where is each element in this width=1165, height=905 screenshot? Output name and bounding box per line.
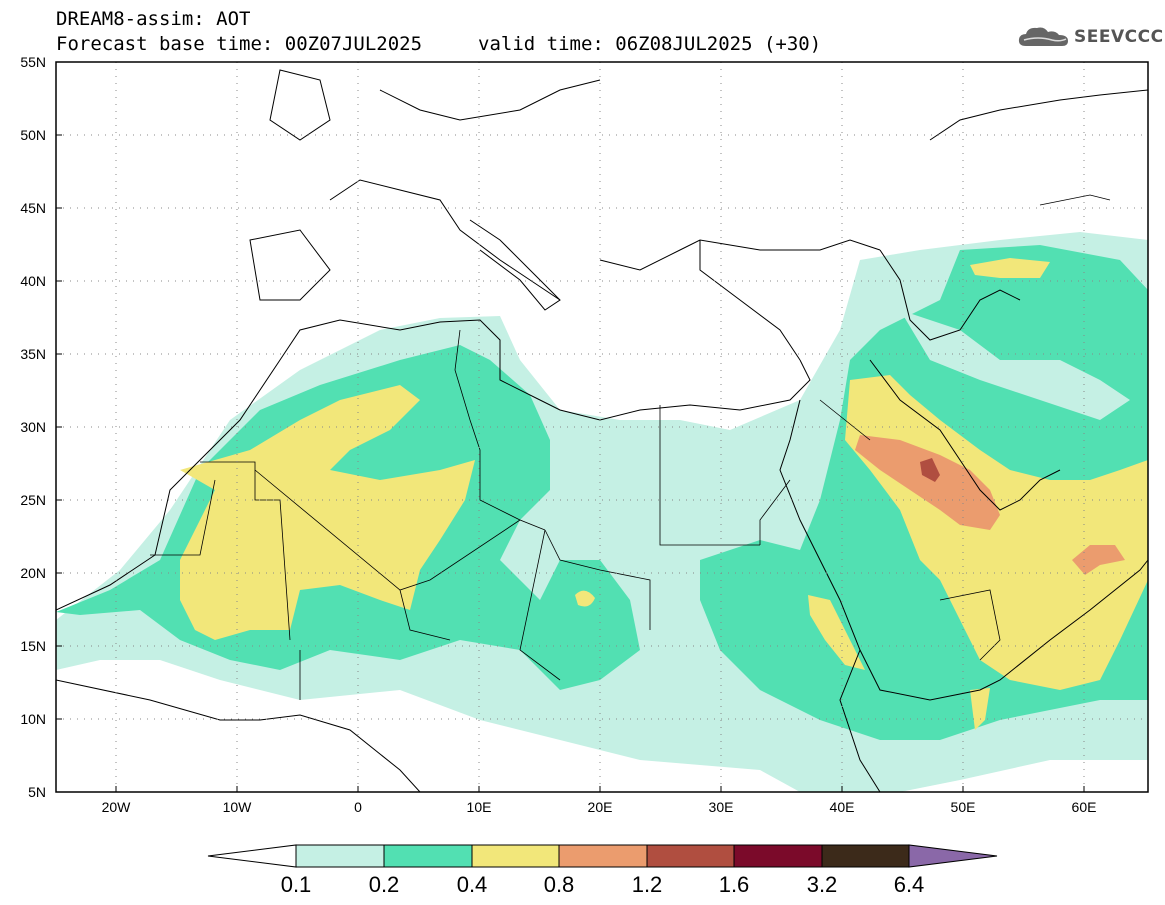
colorbar-label: 0.4 [457,872,488,897]
aot-band-0.4 [970,258,1050,278]
lat-label: 55N [20,54,46,70]
lon-label: 10W [223,799,253,815]
colorbar-label: 3.2 [807,872,838,897]
lon-label: 10E [467,799,492,815]
aot-band-0.2 [900,310,1130,420]
tick-marks [56,134,1085,792]
lon-label: 50E [951,799,976,815]
lat-label: 10N [20,711,46,727]
grid [56,62,1148,792]
colorbar-high-arrow [908,844,998,868]
lat-label: 30N [20,419,46,435]
colorbar-swatch [558,844,648,868]
aot-field [56,232,1148,792]
coastlines [56,69,1148,792]
forecast-base-time: Forecast base time: 00Z07JUL2025 [56,33,423,55]
valid-time: valid time: 06Z08JUL2025 (+30) [478,33,822,55]
aot-band-1.2 [920,458,940,482]
aot-band-0.8 [855,435,1000,530]
colorbar-swatch [383,844,473,868]
aot-band-0.4 [970,688,990,730]
aot-band-0.4 [180,385,475,640]
colorbar-label: 6.4 [894,872,925,897]
colorbar-label: 0.1 [281,872,312,897]
colorbar-labels: 0.1 0.2 0.4 0.8 1.2 1.6 3.2 6.4 [281,872,925,897]
lon-label: 20W [102,799,132,815]
colorbar-label: 1.2 [632,872,663,897]
lat-label: 40N [20,273,46,289]
lat-label: 45N [20,200,46,216]
lon-label: 20E [588,799,613,815]
cloud-icon [1018,27,1068,46]
colorbar-label: 0.2 [369,872,400,897]
colorbar-swatch [295,844,385,868]
colorbar: 0.1 0.2 0.4 0.8 1.2 1.6 3.2 6.4 [207,844,998,897]
lon-label: 40E [830,799,855,815]
lat-label: 15N [20,638,46,654]
colorbar-swatch [821,844,910,868]
colorbar-swatch [646,844,735,868]
lon-labels: 20W 10W 0 10E 20E 30E 40E 50E 60E [102,799,1097,815]
aot-band-0.4 [808,595,865,670]
colorbar-swatch [471,844,560,868]
lon-label: 60E [1072,799,1097,815]
colorbar-label: 1.6 [719,872,750,897]
lat-label: 35N [20,346,46,362]
chart-title: DREAM8-assim: AOT [56,8,251,30]
colorbar-label: 0.8 [544,872,575,897]
lat-label: 50N [20,127,46,143]
colorbar-swatch [733,844,823,868]
lat-label: 5N [28,784,46,800]
lon-label: 0 [354,799,362,815]
logo-text: SEEVCCC [1074,27,1164,47]
aot-band-0.4 [575,590,595,607]
lat-label: 25N [20,492,46,508]
colorbar-low-arrow [207,844,297,868]
lon-label: 30E [709,799,734,815]
lat-label: 20N [20,565,46,581]
lat-labels: 55N 50N 45N 40N 35N 30N 25N 20N 15N 10N … [20,54,46,800]
seevccc-logo: SEEVCCC [1018,26,1164,48]
aot-band-0.8 [1072,545,1125,575]
